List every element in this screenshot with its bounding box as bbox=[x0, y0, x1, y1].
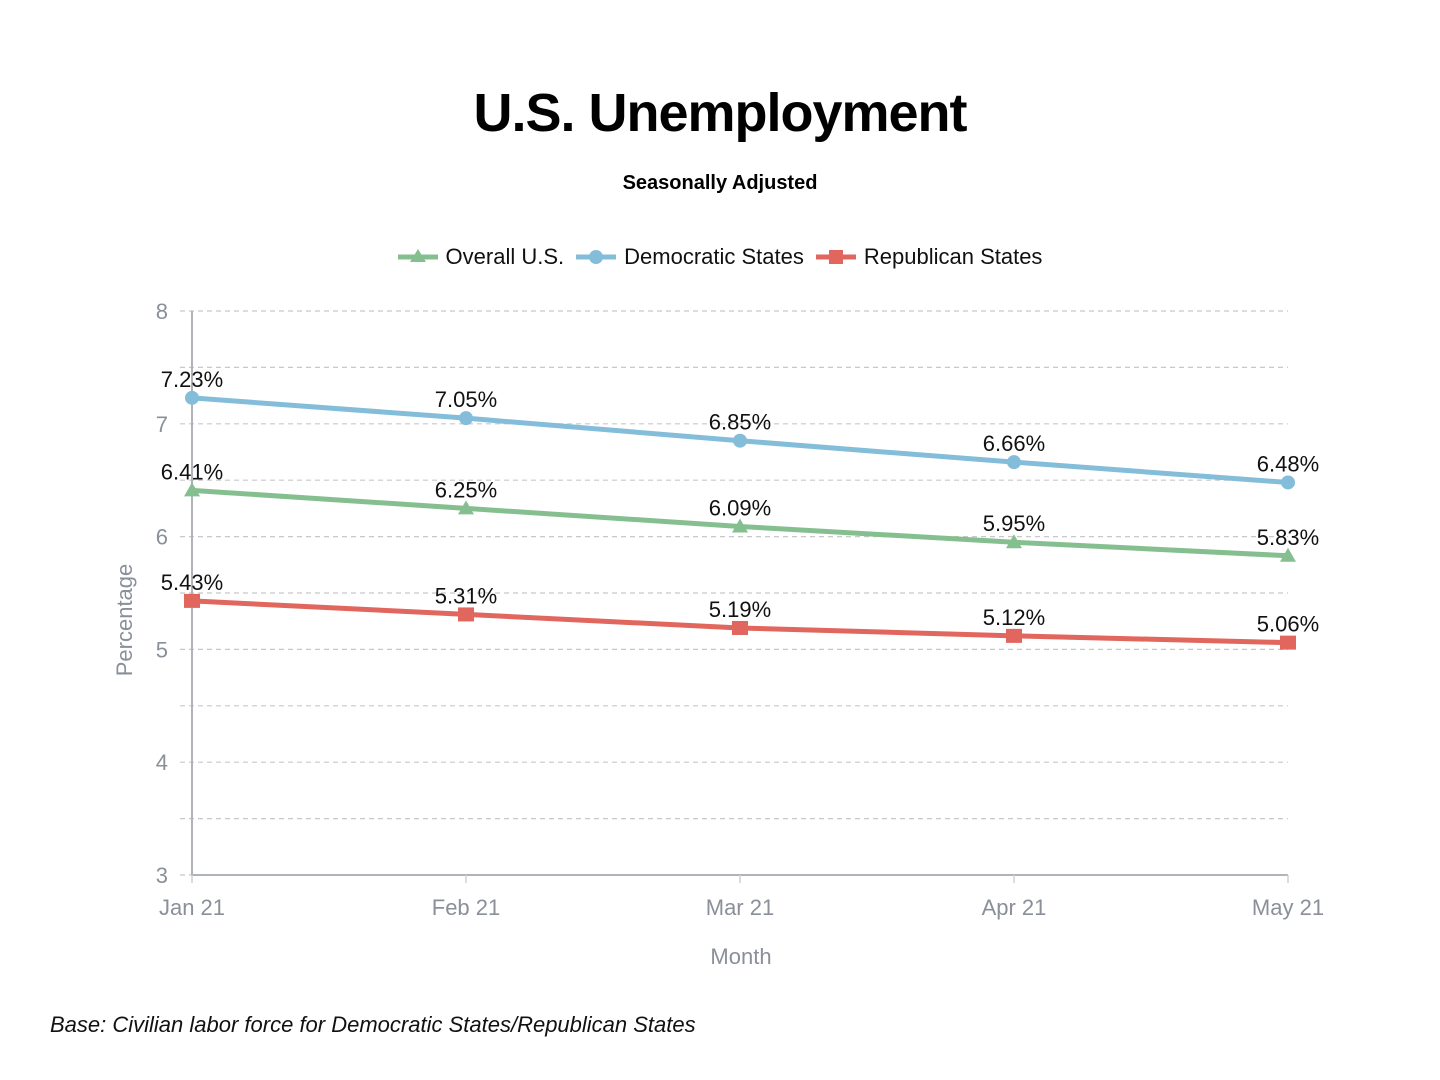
x-axis-label: Month bbox=[710, 944, 771, 969]
data-label: 7.23% bbox=[161, 367, 223, 392]
footnote: Base: Civilian labor force for Democrati… bbox=[50, 1012, 696, 1037]
x-tick-labels: Jan 21 Feb 21 Mar 21 Apr 21 May 21 bbox=[159, 875, 1324, 920]
data-point bbox=[458, 500, 474, 515]
legend-item-republican[interactable]: Republican States bbox=[815, 244, 1043, 270]
y-tick-label: 3 bbox=[156, 863, 168, 888]
y-tick-label: 6 bbox=[156, 525, 168, 550]
data-point bbox=[732, 620, 748, 635]
data-label: 6.09% bbox=[709, 495, 771, 520]
series-democratic-states: 7.23% 7.05% 6.85% 6.66% 6.48% bbox=[161, 367, 1319, 490]
data-point bbox=[184, 593, 200, 608]
data-point bbox=[1280, 547, 1296, 562]
data-point bbox=[459, 411, 473, 426]
data-label: 6.66% bbox=[983, 431, 1045, 456]
data-label: 6.25% bbox=[435, 477, 497, 502]
x-tick-label: Mar 21 bbox=[706, 895, 774, 920]
legend-label: Overall U.S. bbox=[445, 244, 565, 269]
data-label: 5.19% bbox=[709, 597, 771, 622]
y-tick-label: 8 bbox=[156, 299, 168, 324]
series-group: 6.41% 6.25% 6.09% 5.95% 5.83% 7.23% 7.05% 6.85%… bbox=[161, 367, 1319, 650]
legend-item-democratic[interactable]: Democratic States bbox=[576, 244, 804, 270]
y-tick-label: 7 bbox=[156, 412, 168, 437]
x-tick-label: Feb 21 bbox=[432, 895, 501, 920]
x-tick-label: Jan 21 bbox=[159, 895, 225, 920]
data-label: 6.48% bbox=[1257, 451, 1319, 476]
data-label: 5.95% bbox=[983, 511, 1045, 536]
series-overall-u-s: 6.41% 6.25% 6.09% 5.95% 5.83% bbox=[161, 459, 1319, 562]
data-label: 5.43% bbox=[161, 570, 223, 595]
y-tick-labels: 3 4 5 6 7 8 bbox=[156, 299, 168, 888]
data-label: 5.83% bbox=[1257, 525, 1319, 550]
y-axis-label: Percentage bbox=[112, 564, 137, 677]
data-point bbox=[1280, 635, 1296, 650]
data-point bbox=[185, 390, 199, 405]
circle-marker-icon bbox=[576, 250, 617, 264]
data-point bbox=[1007, 455, 1021, 470]
data-point bbox=[733, 433, 747, 448]
data-label: 5.12% bbox=[983, 605, 1045, 630]
y-tick-label: 5 bbox=[156, 637, 168, 662]
series-republican-states: 5.43% 5.31% 5.19% 5.12% 5.06% bbox=[161, 570, 1319, 650]
data-point bbox=[1281, 475, 1295, 490]
chart-title: U.S. Unemployment bbox=[473, 83, 967, 143]
data-point bbox=[732, 518, 748, 533]
data-label: 5.06% bbox=[1257, 612, 1319, 637]
x-tick-label: May 21 bbox=[1252, 895, 1324, 920]
x-tick-label: Apr 21 bbox=[982, 895, 1047, 920]
legend-item-overall[interactable]: Overall U.S. bbox=[397, 244, 565, 270]
data-point bbox=[184, 482, 200, 497]
line-chart: 3 4 5 6 7 8 Jan 21 Feb 21 Mar 21 Apr 21 May 21 Pe… bbox=[112, 299, 1324, 969]
data-label: 5.31% bbox=[435, 583, 497, 608]
grid-lines bbox=[180, 310, 1288, 876]
legend-label: Democratic States bbox=[624, 244, 804, 269]
data-label: 7.05% bbox=[435, 387, 497, 412]
data-label: 6.41% bbox=[161, 459, 223, 484]
data-point bbox=[1006, 534, 1022, 549]
data-point bbox=[458, 607, 474, 622]
legend: Overall U.S. Democratic States Republica… bbox=[0, 244, 1440, 270]
square-marker-icon bbox=[815, 250, 856, 264]
data-label: 6.85% bbox=[709, 410, 771, 435]
legend-label: Republican States bbox=[863, 244, 1043, 269]
data-point bbox=[1006, 628, 1022, 643]
y-tick-label: 4 bbox=[156, 750, 168, 775]
triangle-marker-icon bbox=[397, 249, 438, 262]
chart-subtitle: Seasonally Adjusted bbox=[622, 172, 818, 194]
